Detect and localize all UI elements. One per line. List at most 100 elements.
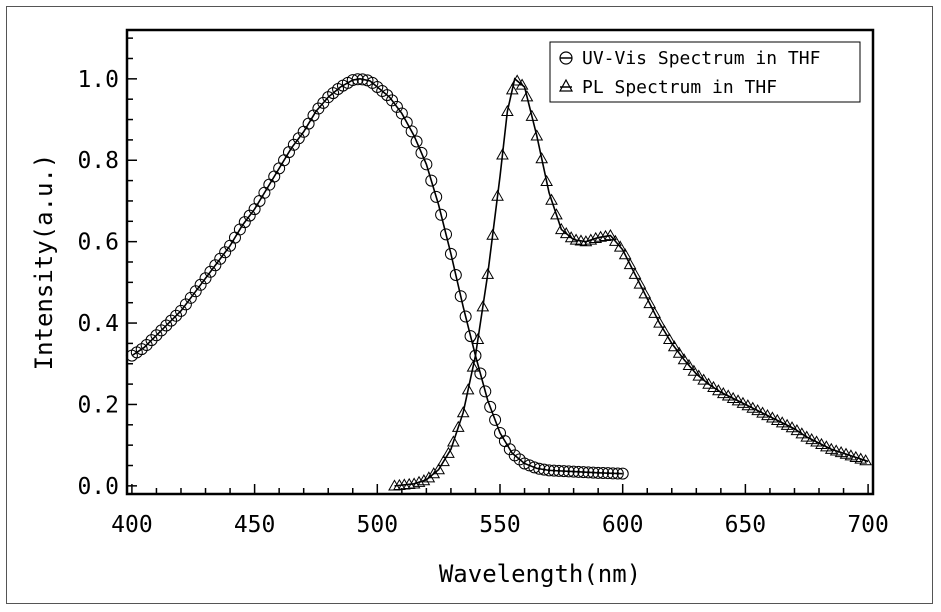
- uv-vis-point: [454, 290, 467, 303]
- pl-point: [393, 478, 406, 490]
- legend-triangle-marker-icon: [558, 78, 574, 92]
- uv-vis-point: [140, 339, 153, 352]
- pl-point: [682, 358, 696, 371]
- uv-vis-point: [557, 465, 570, 478]
- pl-point: [388, 479, 401, 491]
- pl-point: [437, 454, 450, 467]
- uv-vis-point: [155, 324, 168, 337]
- uv-vis-point: [395, 107, 408, 120]
- x-tick-label: 500: [357, 512, 399, 538]
- pl-point: [550, 208, 563, 220]
- pl-point: [545, 193, 558, 205]
- pl-point: [515, 78, 529, 90]
- pl-point: [658, 324, 671, 336]
- pl-point: [677, 353, 691, 365]
- pl-point: [579, 235, 593, 247]
- uv-vis-point: [533, 462, 546, 475]
- pl-point: [520, 90, 534, 102]
- pl-point: [402, 477, 416, 489]
- pl-point: [785, 421, 799, 433]
- uv-vis-point: [351, 73, 364, 86]
- uv-vis-point: [616, 467, 629, 480]
- x-axis-title: Wavelength(nm): [439, 560, 641, 588]
- legend-label-pl: PL Spectrum in THF: [582, 77, 777, 98]
- pl-point: [501, 104, 514, 117]
- pl-point: [530, 129, 544, 141]
- pl-point: [692, 369, 706, 381]
- uv-vis-point: [160, 319, 173, 332]
- uv-vis-point: [425, 174, 438, 187]
- pl-point: [535, 152, 549, 164]
- pl-point: [653, 316, 666, 328]
- uv-vis-point: [165, 314, 178, 327]
- y-tick-label: 0.4: [77, 311, 119, 337]
- pl-point: [800, 430, 814, 442]
- uv-vis-point: [503, 443, 516, 456]
- pl-point: [554, 222, 568, 235]
- pl-point: [633, 277, 647, 289]
- pl-point: [456, 406, 470, 418]
- pl-point: [466, 360, 480, 372]
- uv-vis-point: [449, 269, 462, 282]
- y-tick-label: 0.6: [77, 230, 119, 256]
- pl-point: [608, 234, 622, 246]
- uv-vis-point: [430, 190, 443, 203]
- pl-point: [505, 83, 519, 95]
- y-tick-label: 0.0: [77, 474, 119, 500]
- x-tick-label: 700: [847, 512, 889, 538]
- pl-point: [859, 454, 872, 466]
- pl-point: [775, 416, 789, 428]
- uv-vis-point: [567, 465, 580, 478]
- uv-vis-point: [528, 461, 541, 474]
- pl-point: [564, 231, 578, 243]
- pl-point: [741, 399, 755, 411]
- pl-point: [417, 474, 431, 486]
- legend-item-pl: PL Spectrum in THF: [558, 77, 777, 98]
- pl-point: [726, 391, 740, 403]
- uv-vis-point: [543, 464, 556, 477]
- uv-vis-point: [577, 466, 590, 479]
- uv-vis-point: [601, 467, 614, 480]
- pl-point: [721, 389, 735, 401]
- uv-vis-point: [611, 467, 624, 480]
- uv-vis-point: [400, 116, 413, 129]
- pl-point: [707, 380, 720, 392]
- pl-point: [447, 435, 460, 447]
- x-tick-label: 600: [602, 512, 644, 538]
- pl-point: [461, 383, 475, 395]
- uv-vis-point: [464, 330, 477, 343]
- pl-point: [746, 401, 760, 413]
- pl-point: [820, 440, 833, 452]
- y-tick-label: 0.2: [77, 392, 119, 418]
- pl-point: [599, 229, 612, 241]
- series-line-uv-vis: [131, 78, 623, 475]
- uv-vis-point: [420, 158, 433, 171]
- pl-point: [648, 306, 661, 318]
- pl-point: [638, 287, 652, 299]
- uv-vis-point: [592, 466, 605, 479]
- uv-vis-point: [150, 329, 163, 342]
- y-axis-title: Intensity(a.u.): [30, 154, 58, 371]
- y-axis: 0.0 0.2 0.4 0.6 0.8 1.0: [77, 37, 137, 500]
- legend-label-uv-vis: UV-Vis Spectrum in THF: [582, 48, 820, 69]
- pl-point: [731, 394, 745, 406]
- pl-point: [805, 432, 819, 445]
- x-tick-label: 650: [725, 512, 767, 538]
- pl-point: [770, 413, 784, 425]
- pl-point: [486, 228, 499, 240]
- uv-vis-point: [489, 413, 502, 426]
- uv-vis-point: [547, 464, 560, 477]
- pl-point: [496, 148, 509, 160]
- pl-point: [790, 423, 804, 436]
- pl-point: [712, 384, 725, 396]
- pl-point: [604, 229, 617, 241]
- pl-point: [412, 475, 426, 487]
- uv-vis-point: [469, 349, 482, 362]
- uv-vis-point: [484, 400, 497, 413]
- uv-vis-point: [415, 146, 428, 159]
- pl-point: [780, 418, 794, 430]
- x-tick-label: 400: [111, 512, 153, 538]
- pl-point: [476, 300, 490, 312]
- pl-point: [491, 189, 504, 201]
